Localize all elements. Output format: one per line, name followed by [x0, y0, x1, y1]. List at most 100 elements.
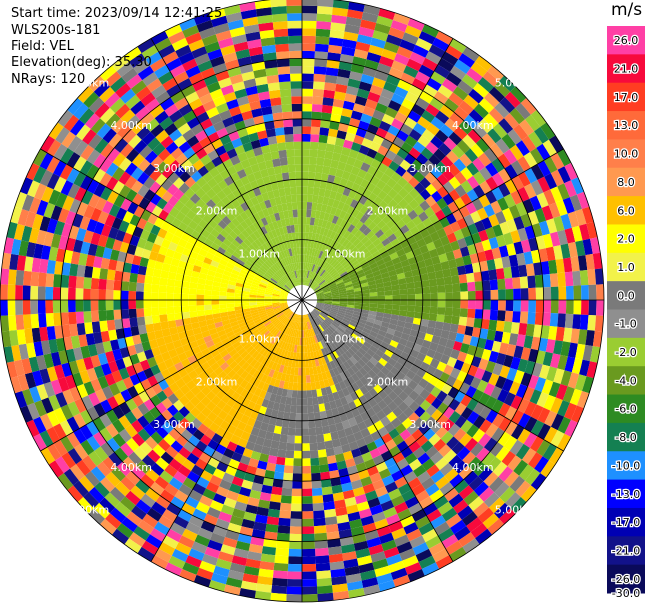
ppi-cell — [231, 352, 241, 361]
ppi-cell — [363, 434, 374, 445]
ppi-cell — [283, 381, 289, 390]
ppi-cell — [315, 555, 330, 564]
ppi-cell — [438, 253, 448, 263]
ppi-cell — [397, 209, 408, 220]
ppi-cell — [351, 208, 360, 218]
ppi-cell — [269, 447, 279, 457]
ppi-cell — [384, 456, 397, 469]
ppi-cell — [381, 321, 390, 328]
ppi-cell — [450, 349, 460, 360]
ppi-cell — [380, 416, 391, 427]
ppi-cell — [390, 279, 399, 286]
ppi-cell — [380, 88, 395, 100]
ppi-cell — [401, 98, 416, 111]
ppi-cell — [114, 447, 129, 462]
ppi-cell — [283, 126, 294, 135]
ppi-cell — [359, 315, 368, 321]
ppi-cell — [592, 252, 603, 270]
ppi-cell — [353, 287, 362, 292]
ppi-cell — [188, 305, 197, 312]
ppi-cell — [279, 157, 288, 166]
ppi-cell — [122, 456, 137, 471]
ppi-cell — [302, 526, 315, 535]
ppi-cell — [511, 175, 524, 191]
ppi-cell — [90, 277, 100, 290]
ppi-cell — [540, 122, 556, 140]
ppi-cell — [291, 496, 302, 504]
ppi-cell — [291, 359, 296, 368]
ppi-cell — [226, 490, 239, 502]
ppi-cell — [279, 315, 286, 322]
ppi-cell — [488, 214, 500, 227]
ppi-cell — [247, 551, 262, 561]
ppi-cell — [276, 540, 290, 549]
ppi-cell — [247, 496, 260, 507]
ppi-cell — [234, 300, 242, 304]
ppi-cell — [325, 67, 339, 77]
ppi-cell — [330, 113, 342, 123]
ppi-cell — [329, 369, 336, 378]
ppi-cell — [270, 0, 287, 8]
ppi-cell — [478, 152, 492, 167]
ppi-cell — [510, 322, 520, 335]
ppi-cell — [371, 403, 382, 414]
ppi-cell — [400, 446, 413, 459]
ppi-cell — [353, 284, 362, 289]
ppi-cell — [481, 452, 496, 467]
ppi-cell — [276, 410, 285, 420]
ppi-cell — [319, 281, 327, 287]
ppi-cell — [439, 372, 450, 383]
ppi-cell — [376, 572, 393, 585]
ppi-cell — [411, 215, 423, 226]
ppi-cell — [366, 148, 378, 159]
ppi-cell — [273, 28, 289, 38]
ppi-cell — [562, 386, 575, 403]
ppi-cell — [341, 387, 350, 397]
ppi-cell — [412, 141, 426, 154]
ppi-cell — [437, 402, 449, 414]
ppi-cell — [430, 421, 443, 434]
ppi-cell — [487, 518, 505, 535]
ppi-cell — [376, 219, 387, 230]
ppi-cell — [351, 382, 360, 392]
ppi-cell — [292, 209, 298, 218]
ppi-cell — [332, 300, 340, 302]
ppi-cell — [269, 393, 277, 403]
ppi-cell — [445, 213, 457, 225]
ppi-cell — [261, 398, 270, 408]
ppi-cell — [364, 382, 374, 392]
ppi-cell — [400, 141, 413, 154]
ppi-cell — [347, 348, 356, 357]
ppi-cell — [202, 488, 216, 500]
ppi-cell — [339, 335, 347, 343]
ppi-cell — [463, 490, 479, 506]
ppi-cell — [350, 345, 359, 354]
ppi-cell — [106, 269, 116, 281]
ppi-cell — [375, 102, 388, 114]
ppi-cell — [323, 355, 330, 364]
ppi-cell — [271, 362, 278, 371]
ppi-cell — [221, 374, 232, 385]
ppi-cell — [412, 343, 422, 353]
ppi-cell — [302, 118, 312, 127]
ppi-cell — [333, 499, 346, 509]
ppi-cell — [285, 335, 291, 344]
ppi-cell — [473, 401, 486, 416]
ppi-cell — [384, 131, 397, 144]
ppi-cell — [479, 328, 489, 340]
ppi-cell — [200, 396, 212, 407]
ppi-cell — [529, 195, 542, 211]
ppi-cell — [391, 93, 405, 105]
ppi-cell — [332, 98, 345, 108]
ppi-cell — [339, 363, 348, 372]
ppi-cell — [302, 262, 304, 270]
ppi-cell — [469, 253, 480, 264]
ppi-cell — [341, 146, 351, 157]
ppi-cell — [492, 123, 508, 139]
ppi-cell — [368, 544, 384, 556]
ppi-cell — [336, 234, 344, 243]
ppi-cell — [430, 202, 442, 214]
ppi-cell — [503, 193, 516, 208]
ppi-cell — [485, 226, 496, 240]
ppi-cell — [30, 271, 40, 287]
